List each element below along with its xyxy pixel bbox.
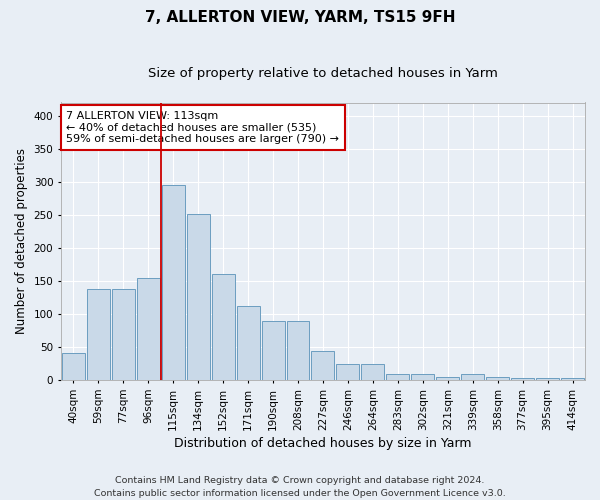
Bar bbox=[361, 364, 385, 380]
Bar bbox=[187, 214, 209, 380]
Bar bbox=[137, 278, 160, 380]
Bar bbox=[287, 321, 310, 380]
Bar bbox=[262, 321, 284, 380]
Y-axis label: Number of detached properties: Number of detached properties bbox=[15, 148, 28, 334]
Bar bbox=[436, 377, 459, 380]
Bar bbox=[412, 374, 434, 380]
Text: Contains HM Land Registry data © Crown copyright and database right 2024.
Contai: Contains HM Land Registry data © Crown c… bbox=[94, 476, 506, 498]
Bar bbox=[62, 353, 85, 380]
Bar bbox=[461, 374, 484, 380]
Text: 7, ALLERTON VIEW, YARM, TS15 9FH: 7, ALLERTON VIEW, YARM, TS15 9FH bbox=[145, 10, 455, 25]
Text: 7 ALLERTON VIEW: 113sqm
← 40% of detached houses are smaller (535)
59% of semi-d: 7 ALLERTON VIEW: 113sqm ← 40% of detache… bbox=[66, 111, 339, 144]
Bar bbox=[536, 378, 559, 380]
Bar bbox=[112, 289, 135, 380]
X-axis label: Distribution of detached houses by size in Yarm: Distribution of detached houses by size … bbox=[174, 437, 472, 450]
Bar bbox=[486, 377, 509, 380]
Bar bbox=[511, 378, 534, 380]
Bar bbox=[561, 378, 584, 380]
Bar bbox=[386, 374, 409, 380]
Bar bbox=[212, 274, 235, 380]
Bar bbox=[311, 350, 334, 380]
Bar bbox=[87, 289, 110, 380]
Bar bbox=[337, 364, 359, 380]
Bar bbox=[236, 306, 260, 380]
Title: Size of property relative to detached houses in Yarm: Size of property relative to detached ho… bbox=[148, 68, 498, 80]
Bar bbox=[162, 185, 185, 380]
